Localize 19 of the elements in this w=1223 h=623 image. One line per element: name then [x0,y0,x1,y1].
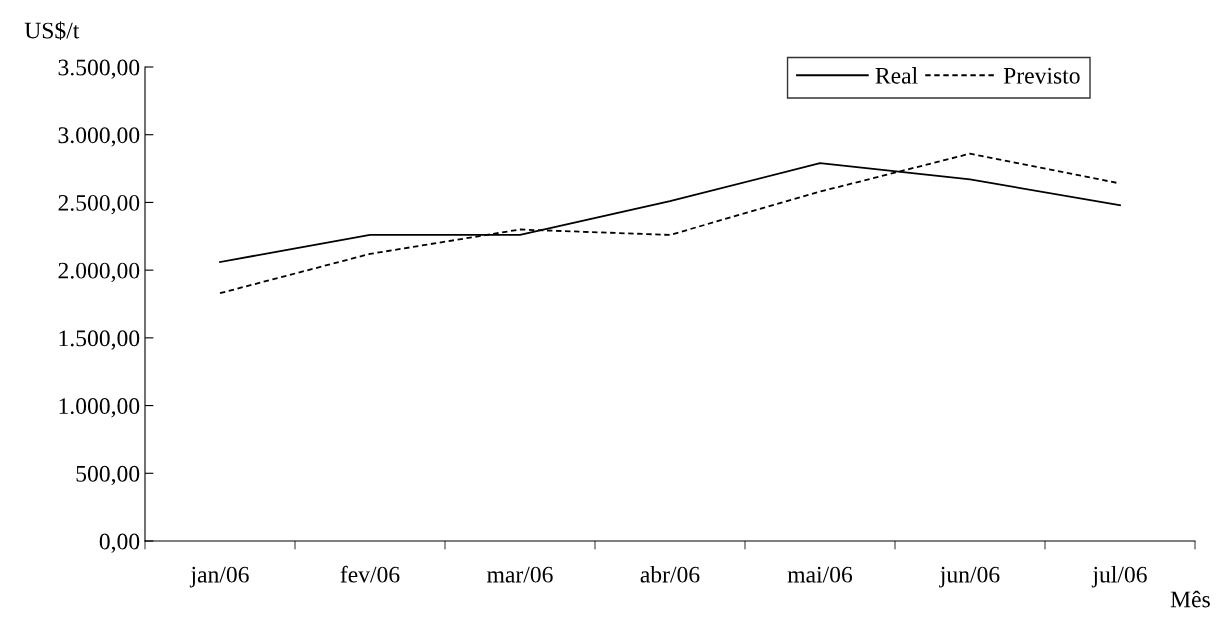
x-tick-label: mai/06 [787,566,853,583]
y-axis-title: US$/t [24,21,80,41]
y-tick-label: 0,00 [99,533,140,553]
x-tick-label: fev/06 [340,565,400,583]
y-tick-label: 1.500,00 [59,330,140,350]
y-tick-label: 1.000,00 [59,398,140,418]
y-tick-label: 2.500,00 [58,194,140,215]
y-tick-label: 3.000,00 [58,127,140,147]
y-tick-label: 3.500,00 [58,59,140,79]
x-tick-label: mar/06 [487,566,553,583]
x-tick-label: jan/06 [189,566,249,588]
y-tick-label: 2.000,00 [58,262,140,282]
x-axis-title: Mês [1170,590,1210,608]
legend-label: Real [875,67,918,84]
y-tick-label: 500,00 [76,465,140,486]
x-tick-label: abr/06 [640,566,700,583]
x-tick-label: jun/06 [939,566,1000,588]
legend-label: Previsto [1003,67,1080,84]
x-tick-label: jul/06 [1091,566,1147,588]
